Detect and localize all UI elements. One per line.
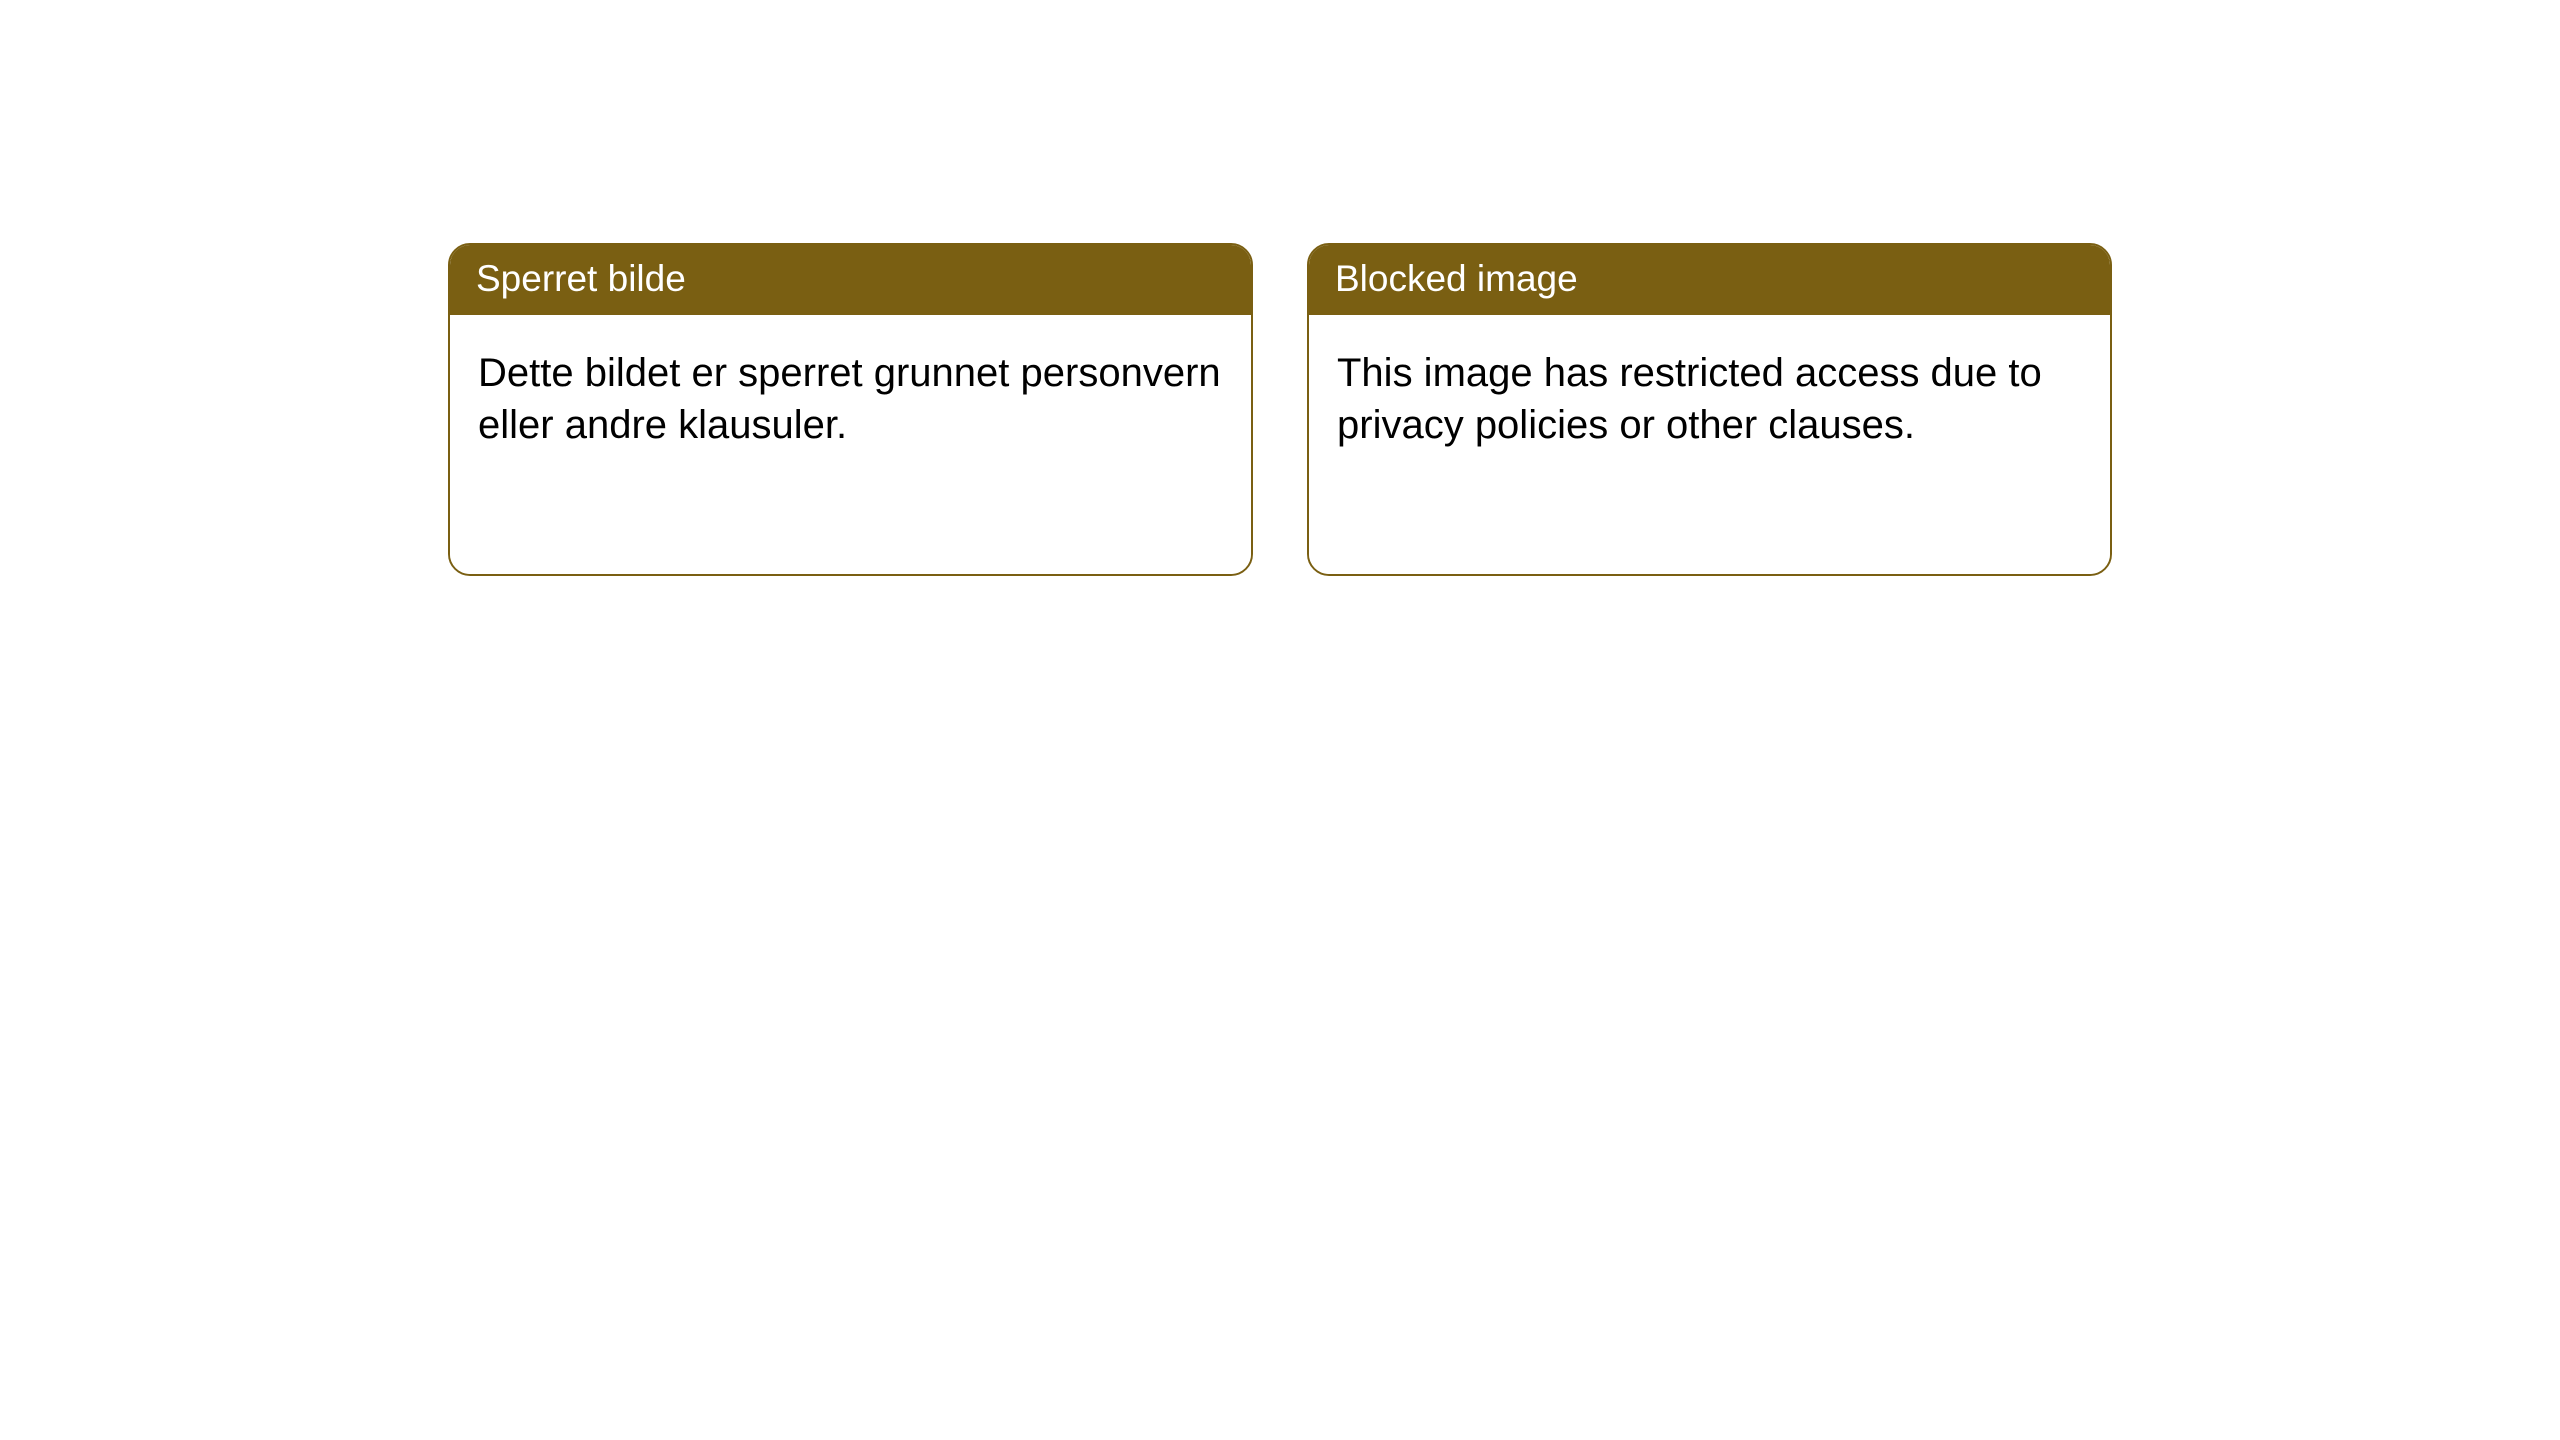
notice-body: This image has restricted access due to …	[1309, 315, 2110, 574]
notice-title: Blocked image	[1309, 245, 2110, 315]
notice-container: Sperret bilde Dette bildet er sperret gr…	[448, 243, 2112, 576]
notice-title: Sperret bilde	[450, 245, 1251, 315]
notice-body: Dette bildet er sperret grunnet personve…	[450, 315, 1251, 574]
notice-card-norwegian: Sperret bilde Dette bildet er sperret gr…	[448, 243, 1253, 576]
notice-card-english: Blocked image This image has restricted …	[1307, 243, 2112, 576]
